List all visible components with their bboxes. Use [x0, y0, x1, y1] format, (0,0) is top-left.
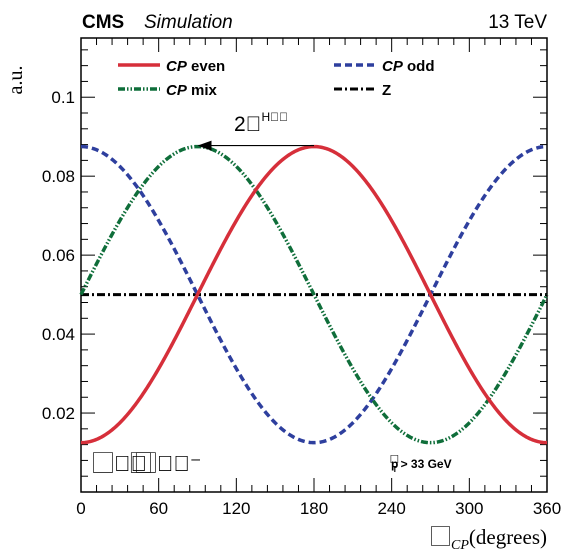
energy-label: 13 TeV	[488, 12, 547, 33]
y-tick-label: 0.04	[42, 325, 75, 344]
x-axis-subscript: CP	[451, 538, 469, 553]
y-axis-label: a.u.	[5, 66, 27, 95]
simulation-label: Simulation	[144, 12, 233, 33]
legend-entry-z: Z	[382, 82, 391, 99]
axis-ticks: 0 60 120 180 240 300 360 0.02 0.04 0.06 0.08 0.1	[42, 38, 561, 518]
x-axis-unit: (degrees)	[469, 525, 547, 549]
y-tick-label: 0.08	[42, 167, 75, 186]
y-tick-label: 0.1	[51, 88, 75, 107]
x-axis-label: ⃞CP(degrees)	[431, 525, 547, 553]
legend: CP even CP odd CP mix Z	[118, 58, 435, 99]
phase-arrow-head	[197, 140, 212, 151]
series-cp-odd	[80, 144, 548, 445]
series-cp-mix	[79, 144, 549, 445]
x-tick-label: 60	[149, 499, 168, 518]
x-tick-label: 300	[455, 499, 483, 518]
y-tick-label: 0.06	[42, 246, 75, 265]
x-tick-label: 360	[533, 499, 561, 518]
series-cp-even	[80, 144, 548, 445]
x-tick-label: 180	[300, 499, 328, 518]
legend-entry-cp-mix: CP mix	[166, 82, 218, 99]
legend-entry-cp-even: CP even	[166, 58, 225, 75]
y-tick-label: 0.02	[42, 404, 75, 423]
legend-entry-cp-odd: CP odd	[382, 58, 435, 75]
phase-arrow-label: 2⃞H⃞⃞	[234, 110, 288, 136]
x-tick-label: 120	[222, 499, 250, 518]
x-tick-label: 240	[377, 499, 405, 518]
x-tick-label: 0	[76, 499, 85, 518]
series-curves	[79, 144, 549, 445]
plot-frame	[80, 37, 548, 493]
pt-cut-label: p⃞T > 33 GeV	[390, 454, 451, 474]
cms-label: CMS	[82, 12, 124, 33]
phase-arrow: 2⃞H⃞⃞	[197, 110, 314, 151]
decay-channel-label: ⃞⁺⃞ ⃞ ⃞⁺⃞⁻	[93, 451, 201, 476]
x-axis-symbol: ⃞	[431, 526, 450, 547]
